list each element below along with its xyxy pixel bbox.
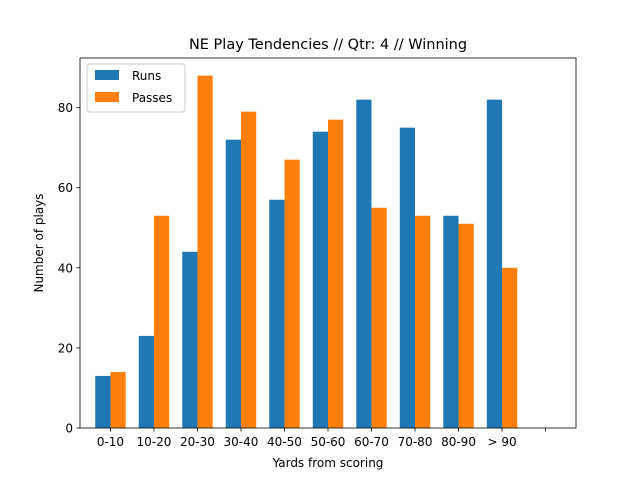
- y-tick-label: 20: [58, 341, 73, 355]
- bar-runs-0: [95, 375, 111, 428]
- chart-title: NE Play Tendencies // Qtr: 4 // Winning: [189, 37, 467, 53]
- bar-passes-7: [415, 215, 431, 428]
- legend: Runs Passes: [86, 63, 186, 113]
- bar-runs-9: [486, 99, 503, 428]
- bar-runs-2: [182, 251, 198, 428]
- bar-passes-4: [284, 159, 300, 428]
- y-tick-label: 40: [58, 261, 73, 275]
- x-tick-label: 70-80: [398, 435, 433, 449]
- x-tick-label: 50-60: [311, 435, 346, 449]
- legend-swatch-runs: [95, 70, 119, 80]
- bars-layer: [95, 75, 518, 429]
- bar-passes-5: [328, 119, 344, 429]
- y-tick-label: 0: [65, 422, 73, 436]
- x-tick-label: 30-40: [224, 435, 259, 449]
- x-tick-label: 20-30: [180, 435, 215, 449]
- bar-passes-6: [371, 207, 387, 428]
- bar-passes-0: [110, 371, 126, 428]
- x-tick-label: 0-10: [97, 435, 124, 449]
- bar-passes-3: [240, 111, 257, 428]
- bar-passes-8: [458, 223, 474, 428]
- x-tick-label: 60-70: [354, 435, 389, 449]
- x-axis: 0-10 10-20 20-30 30-40 40-50 50-60 60-70 70-80 8…: [97, 428, 546, 449]
- x-tick-label: 40-50: [267, 435, 302, 449]
- y-tick-label: 80: [58, 101, 73, 115]
- legend-label-passes: Passes: [132, 91, 172, 105]
- bar-runs-5: [312, 131, 328, 428]
- x-tick-label: > 90: [487, 435, 516, 449]
- bar-runs-1: [138, 335, 154, 428]
- bar-runs-7: [399, 127, 416, 428]
- legend-label-runs: Runs: [132, 69, 161, 83]
- bar-passes-2: [197, 75, 213, 428]
- bar-passes-1: [153, 215, 170, 428]
- bar-runs-4: [269, 199, 285, 428]
- x-tick-label: 80-90: [441, 435, 476, 449]
- x-tick-label: 10-20: [137, 435, 172, 449]
- y-axis-label: Number of plays: [32, 193, 46, 292]
- bar-runs-6: [356, 99, 372, 428]
- x-axis-label: Yards from scoring: [272, 456, 384, 470]
- legend-swatch-passes: [95, 92, 119, 102]
- bar-passes-9: [502, 267, 518, 428]
- bar-runs-3: [225, 139, 241, 429]
- y-tick-label: 60: [58, 181, 73, 195]
- y-axis: 0 20 40 60 80: [58, 101, 80, 436]
- bar-runs-8: [443, 215, 459, 428]
